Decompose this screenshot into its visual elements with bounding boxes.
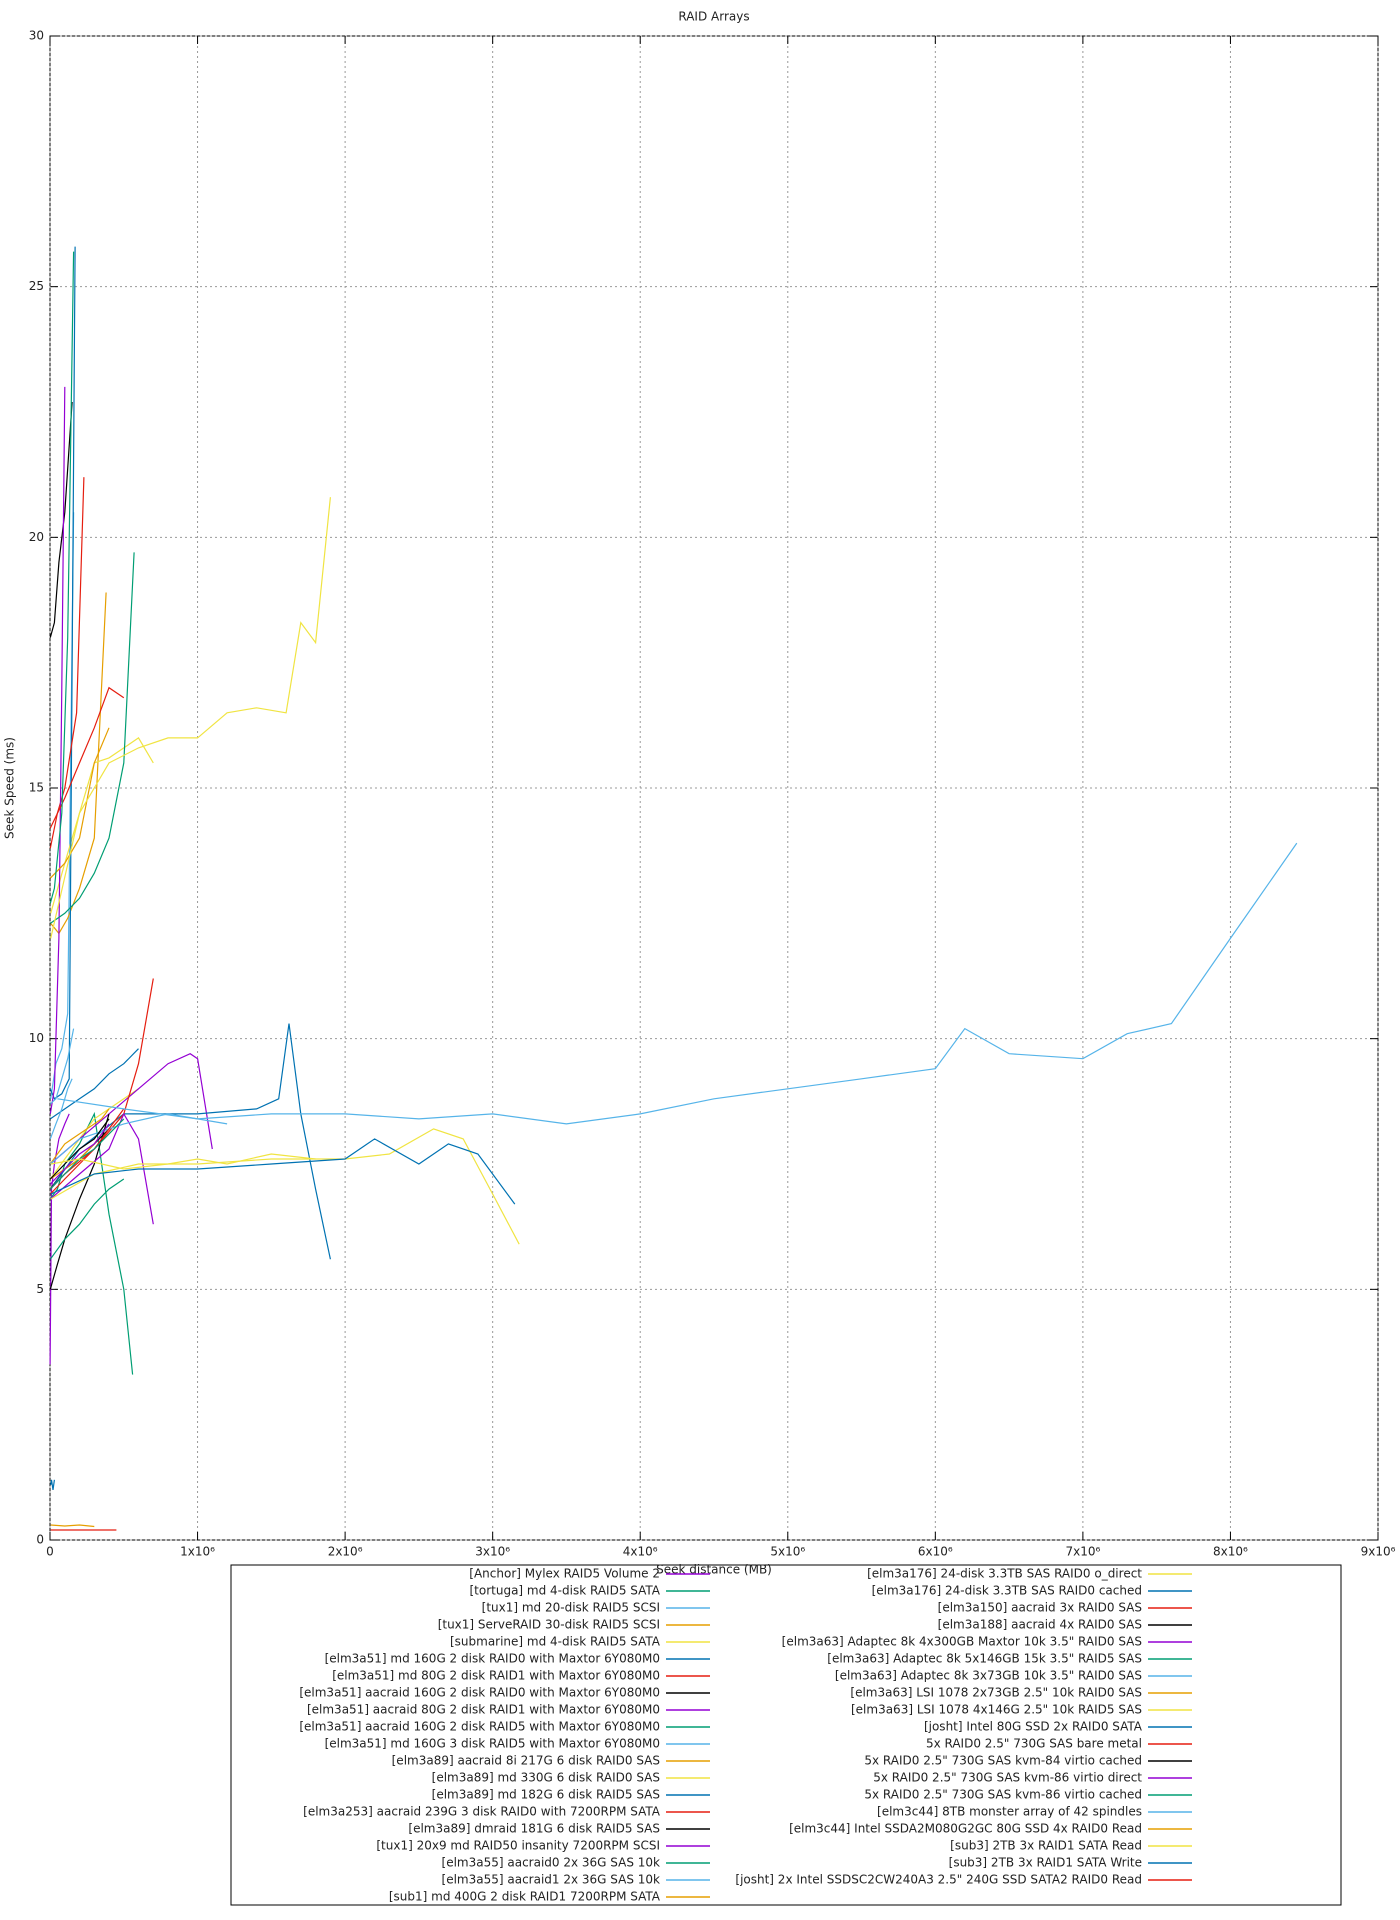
legend-label: [tux1] 20x9 md RAID50 insanity 7200RPM S… xyxy=(376,1839,660,1853)
legend-label: [elm3a55] aacraid1 2x 36G SAS 10k xyxy=(442,1873,661,1887)
legend-label: [elm3a89] dmraid 181G 6 disk RAID5 SAS xyxy=(408,1822,660,1836)
series-line xyxy=(49,251,75,904)
series-line xyxy=(49,1118,125,1190)
series-line xyxy=(49,1108,110,1165)
y-tick-label: 0 xyxy=(36,1533,44,1547)
x-tick-label: 7x10⁶ xyxy=(1065,1545,1100,1559)
legend-label: [tux1] ServeRAID 30-disk RAID5 SCSI xyxy=(438,1618,660,1632)
legend-label: [tux1] md 20-disk RAID5 SCSI xyxy=(482,1601,660,1615)
legend-label: [elm3a176] 24-disk 3.3TB SAS RAID0 cache… xyxy=(872,1584,1142,1598)
legend-box xyxy=(230,1564,1342,1906)
y-tick-label: 10 xyxy=(29,1031,44,1045)
legend-label: [Anchor] Mylex RAID5 Volume 2 xyxy=(469,1567,660,1581)
legend-label: 5x RAID0 2.5" 730G SAS kvm-86 virtio cac… xyxy=(864,1788,1142,1802)
legend-label: [sub1] md 400G 2 disk RAID1 7200RPM SATA xyxy=(389,1890,661,1904)
legend-label: [elm3a51] md 160G 2 disk RAID0 with Maxt… xyxy=(325,1652,660,1666)
x-tick-label: 1x10⁶ xyxy=(180,1545,215,1559)
series-line xyxy=(49,1112,154,1225)
plot-frame xyxy=(49,35,1379,1541)
legend-label: 5x RAID0 2.5" 730G SAS kvm-86 virtio dir… xyxy=(873,1771,1142,1785)
series-line xyxy=(50,1479,55,1490)
x-tick-label: 2x10⁶ xyxy=(328,1545,363,1559)
x-tick-label: 8x10⁶ xyxy=(1213,1545,1248,1559)
legend-label: 5x RAID0 2.5" 730G SAS bare metal xyxy=(926,1737,1142,1751)
legend-label: [elm3c44] Intel SSDA2M080G2GC 80G SSD 4x… xyxy=(789,1822,1142,1836)
series-line xyxy=(49,1048,139,1120)
series-line xyxy=(50,1153,316,1170)
legend-label: [elm3a51] aacraid 160G 2 disk RAID5 with… xyxy=(299,1720,660,1734)
x-tick-label: 4x10⁶ xyxy=(623,1545,658,1559)
legend-label: [tortuga] md 4-disk RAID5 SATA xyxy=(469,1584,660,1598)
x-tick-label: 6x10⁶ xyxy=(918,1545,953,1559)
series-line xyxy=(50,592,107,935)
legend-label: [elm3a51] aacraid 160G 2 disk RAID0 with… xyxy=(299,1686,660,1700)
legend-label: [elm3a51] md 160G 3 disk RAID5 with Maxt… xyxy=(325,1737,660,1751)
series-line xyxy=(49,477,85,849)
series-line xyxy=(50,1128,520,1245)
x-tick-label: 9x10⁶ xyxy=(1361,1545,1396,1559)
x-tick-label: 0 xyxy=(46,1545,54,1559)
legend-label: [elm3a89] md 182G 6 disk RAID5 SAS xyxy=(432,1788,660,1802)
series-line xyxy=(49,1053,213,1165)
series-line xyxy=(49,1178,125,1260)
legend-label: [josht] Intel 80G SSD 2x RAID0 SATA xyxy=(924,1720,1143,1734)
legend-label: [elm3a63] Adaptec 8k 5x146GB 15k 3.5" RA… xyxy=(827,1652,1142,1666)
series-line xyxy=(50,1138,516,1205)
series-line xyxy=(49,1118,110,1180)
legend-label: [elm3a63] Adaptec 8k 3x73GB 10k 3.5" RAI… xyxy=(835,1669,1142,1683)
series-line xyxy=(49,727,110,879)
legend-label: [submarine] md 4-disk RAID5 SATA xyxy=(450,1635,661,1649)
legend-label: [elm3c44] 8TB monster array of 42 spindl… xyxy=(877,1805,1142,1819)
series-line xyxy=(49,1113,70,1365)
y-tick-label: 20 xyxy=(29,530,44,544)
legend-label: [sub3] 2TB 3x RAID1 SATA Write xyxy=(949,1856,1142,1870)
legend-label: [elm3a89] aacraid 8i 217G 6 disk RAID0 S… xyxy=(392,1754,660,1768)
legend-label: 5x RAID0 2.5" 730G SAS kvm-84 virtio cac… xyxy=(864,1754,1142,1768)
y-tick-label: 15 xyxy=(29,781,44,795)
legend-label: [elm3a176] 24-disk 3.3TB SAS RAID0 o_dir… xyxy=(867,1567,1142,1581)
y-tick-label: 25 xyxy=(29,279,44,293)
series-line xyxy=(50,1023,331,1260)
legend-label: [elm3a63] LSI 1078 2x73GB 2.5" 10k RAID0… xyxy=(850,1686,1142,1700)
legend-label: [elm3a55] aacraid0 2x 36G SAS 10k xyxy=(442,1856,661,1870)
legend-label: [elm3a253] aacraid 239G 3 disk RAID0 wit… xyxy=(303,1805,661,1819)
legend-label: [elm3a188] aacraid 4x RAID0 SAS xyxy=(938,1618,1142,1632)
legend-label: [elm3a63] Adaptec 8k 4x300GB Maxtor 10k … xyxy=(782,1635,1142,1649)
series-line xyxy=(49,401,73,638)
legend-label: [elm3a51] md 80G 2 disk RAID1 with Maxto… xyxy=(332,1669,660,1683)
y-tick-label: 30 xyxy=(29,29,44,43)
x-tick-label: 5x10⁶ xyxy=(770,1545,805,1559)
series-line xyxy=(49,386,66,1114)
series-line xyxy=(49,1108,125,1195)
x-axis-label: Seek distance (MB) xyxy=(656,1563,772,1577)
series-line xyxy=(49,1028,75,1105)
series-line xyxy=(49,1088,139,1180)
legend-label: [elm3a51] aacraid 80G 2 disk RAID1 with … xyxy=(307,1703,660,1717)
series-line xyxy=(49,1113,228,1165)
series-line xyxy=(50,737,154,914)
series-line xyxy=(49,1078,73,1140)
chart-title: RAID Arrays xyxy=(678,10,749,24)
series-line xyxy=(49,1123,110,1185)
legend-label: [elm3a150] aacraid 3x RAID0 SAS xyxy=(938,1601,1142,1615)
series-line xyxy=(49,1113,110,1290)
y-tick-label: 5 xyxy=(36,1282,44,1296)
series-line xyxy=(50,497,331,939)
x-tick-label: 3x10⁶ xyxy=(475,1545,510,1559)
legend-label: [elm3a63] LSI 1078 4x146G 2.5" 10k RAID5… xyxy=(851,1703,1142,1717)
series-line xyxy=(50,1524,95,1528)
legend-label: [josht] 2x Intel SSDSC2CW240A3 2.5" 240G… xyxy=(735,1873,1142,1887)
legend-label: [sub3] 2TB 3x RAID1 SATA Read xyxy=(950,1839,1142,1853)
legend-label: [elm3a89] md 330G 6 disk RAID0 SAS xyxy=(432,1771,660,1785)
y-axis-label: Seek Speed (ms) xyxy=(3,737,17,839)
series-line xyxy=(57,842,1298,1125)
series-line xyxy=(49,552,135,924)
